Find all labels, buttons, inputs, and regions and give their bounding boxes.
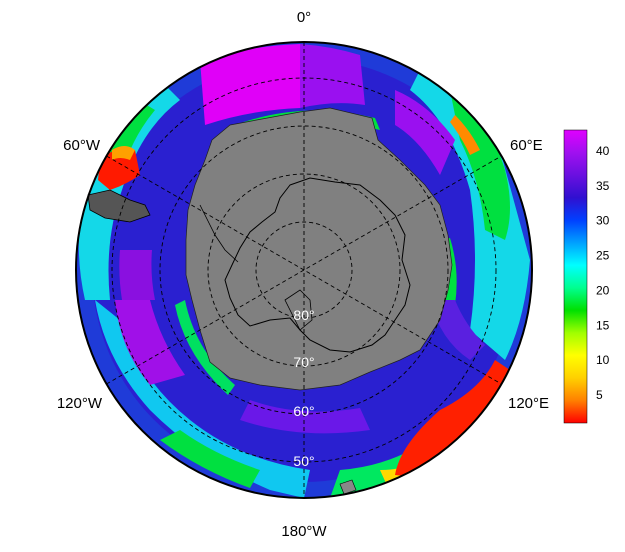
colorbar-ramp	[563, 129, 588, 424]
lat-label-80: 80°	[293, 307, 314, 323]
colorbar-tick-40: 40	[596, 144, 610, 158]
lon-label-120w: 120°W	[57, 395, 103, 412]
colorbar-tick-5: 5	[596, 388, 603, 402]
colorbar-tick-15: 15	[596, 318, 610, 332]
graticule	[106, 42, 502, 498]
lat-label-50: 50°	[293, 453, 314, 469]
coastline	[224, 177, 411, 353]
colorbar-tick-25: 25	[596, 249, 610, 263]
island	[339, 479, 357, 495]
lon-label-180w: 180°W	[281, 523, 327, 540]
colorbar: 5 10 15 20 25 30 35 40	[563, 129, 610, 424]
colorbar-tick-10: 10	[596, 353, 610, 367]
colorbar-tick-30: 30	[596, 214, 610, 228]
lon-label-120e: 120°E	[508, 395, 549, 412]
lat-label-60: 60°	[293, 403, 314, 419]
antarctica-land	[185, 107, 453, 391]
lon-label-60w: 60°W	[63, 137, 101, 154]
colorbar-tick-20: 20	[596, 284, 610, 298]
lat-label-70: 70°	[293, 354, 314, 370]
lon-label-0: 0°	[297, 9, 311, 26]
lon-label-60e: 60°E	[510, 137, 543, 154]
map-border	[75, 41, 533, 499]
colorbar-tick-35: 35	[596, 179, 610, 193]
south-america-tip	[87, 189, 151, 223]
